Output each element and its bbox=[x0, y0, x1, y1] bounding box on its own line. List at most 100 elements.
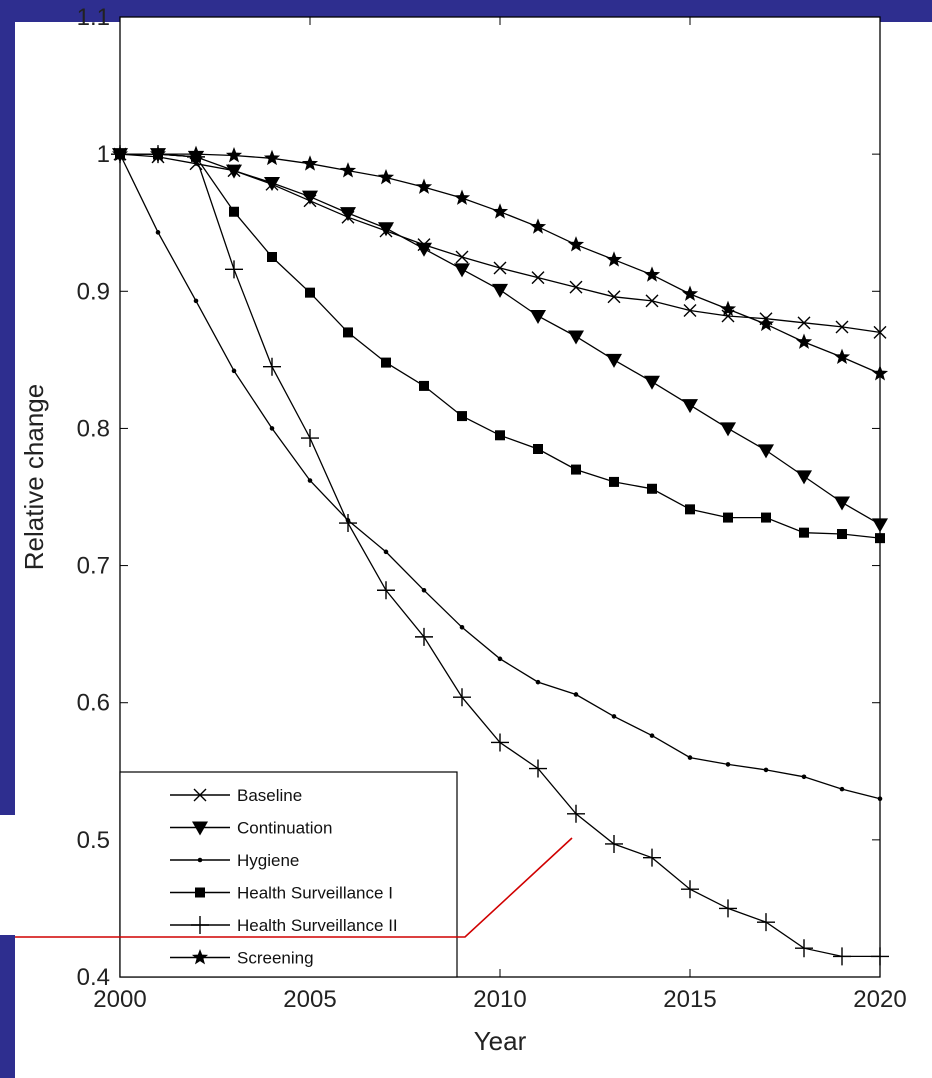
data-point bbox=[263, 357, 281, 376]
data-point bbox=[225, 147, 243, 163]
data-point bbox=[531, 271, 545, 285]
slide-left-band-lower bbox=[0, 935, 15, 1078]
x-tick-label: 2020 bbox=[853, 986, 906, 1013]
legend-label: Health Surveillance II bbox=[237, 916, 398, 935]
data-point bbox=[611, 714, 617, 719]
data-point bbox=[573, 692, 579, 697]
data-point bbox=[492, 283, 508, 298]
y-tick-label: 0.4 bbox=[77, 964, 110, 991]
data-point bbox=[875, 533, 885, 544]
data-point bbox=[340, 207, 356, 222]
data-point bbox=[419, 380, 429, 391]
data-point bbox=[229, 206, 239, 217]
data-point bbox=[529, 218, 547, 234]
data-point bbox=[606, 353, 622, 368]
data-point bbox=[454, 263, 470, 278]
data-point bbox=[535, 679, 541, 685]
data-point bbox=[720, 422, 736, 437]
data-point bbox=[721, 309, 735, 323]
data-point bbox=[643, 848, 661, 867]
data-point bbox=[683, 303, 697, 317]
y-tick-label: 0.9 bbox=[77, 278, 110, 305]
data-point bbox=[530, 309, 546, 324]
data-point bbox=[569, 280, 583, 294]
data-point bbox=[149, 145, 167, 162]
data-point bbox=[533, 444, 543, 454]
data-point bbox=[649, 733, 655, 738]
data-point bbox=[269, 426, 275, 431]
data-point bbox=[343, 327, 353, 338]
data-point bbox=[453, 688, 471, 707]
legend-label: Hygiene bbox=[237, 851, 299, 870]
data-point bbox=[226, 164, 242, 179]
data-point bbox=[378, 222, 394, 237]
legend-marker bbox=[195, 887, 205, 898]
data-point bbox=[757, 315, 775, 332]
data-point bbox=[377, 168, 395, 185]
x-tick-label: 2015 bbox=[663, 986, 716, 1013]
legend-marker bbox=[191, 916, 209, 934]
data-point bbox=[457, 411, 467, 422]
data-point bbox=[801, 774, 807, 780]
legend-label: Baseline bbox=[237, 786, 302, 805]
y-tick-label: 0.5 bbox=[77, 827, 110, 854]
y-tick-label: 0.6 bbox=[77, 690, 110, 717]
y-tick-label: 0.7 bbox=[77, 553, 110, 580]
x-tick-label: 2010 bbox=[473, 986, 526, 1013]
data-point bbox=[267, 252, 277, 262]
x-tick-label: 2000 bbox=[93, 986, 146, 1013]
data-point bbox=[719, 300, 737, 316]
data-point bbox=[647, 483, 657, 494]
data-point bbox=[835, 320, 849, 334]
data-point bbox=[497, 656, 503, 662]
data-point bbox=[871, 365, 889, 381]
legend-marker bbox=[193, 788, 207, 802]
x-tick-label: 2005 bbox=[283, 986, 336, 1013]
data-point bbox=[877, 796, 883, 802]
data-point bbox=[682, 399, 698, 414]
data-point bbox=[607, 290, 621, 304]
data-point bbox=[459, 624, 465, 630]
data-point bbox=[193, 298, 199, 304]
legend-marker bbox=[191, 949, 209, 965]
data-point bbox=[421, 587, 427, 593]
data-point bbox=[383, 549, 389, 555]
y-axis-label: Relative change bbox=[19, 384, 49, 570]
data-point bbox=[377, 581, 395, 600]
y-tick-label: 1 bbox=[97, 141, 110, 168]
data-point bbox=[687, 755, 693, 760]
slide-left-band bbox=[0, 0, 15, 815]
data-point bbox=[833, 947, 851, 966]
callout-line bbox=[15, 837, 573, 938]
y-tick-label: 1.1 bbox=[77, 4, 110, 31]
data-point bbox=[491, 733, 509, 752]
data-point bbox=[795, 333, 813, 349]
data-point bbox=[111, 145, 129, 162]
y-tick-label: 0.8 bbox=[77, 415, 110, 442]
data-point bbox=[872, 518, 888, 533]
data-point bbox=[155, 230, 161, 235]
data-point bbox=[834, 496, 850, 511]
data-point bbox=[567, 236, 585, 252]
data-point bbox=[719, 899, 737, 918]
data-point bbox=[763, 767, 769, 773]
data-point bbox=[605, 251, 623, 267]
data-point bbox=[453, 189, 471, 205]
data-point bbox=[301, 155, 319, 171]
data-point bbox=[643, 266, 661, 282]
data-point bbox=[307, 478, 313, 483]
data-point bbox=[609, 476, 619, 487]
data-point bbox=[873, 325, 887, 339]
data-point bbox=[761, 512, 771, 523]
data-point bbox=[263, 149, 281, 166]
data-point bbox=[725, 762, 731, 767]
data-point bbox=[837, 529, 847, 540]
data-point bbox=[455, 250, 469, 264]
data-point bbox=[568, 330, 584, 345]
data-point bbox=[187, 145, 205, 162]
data-point bbox=[415, 627, 433, 646]
legend-label: Screening bbox=[237, 949, 314, 968]
data-point bbox=[567, 804, 585, 823]
data-point bbox=[645, 294, 659, 308]
data-point bbox=[302, 190, 318, 205]
